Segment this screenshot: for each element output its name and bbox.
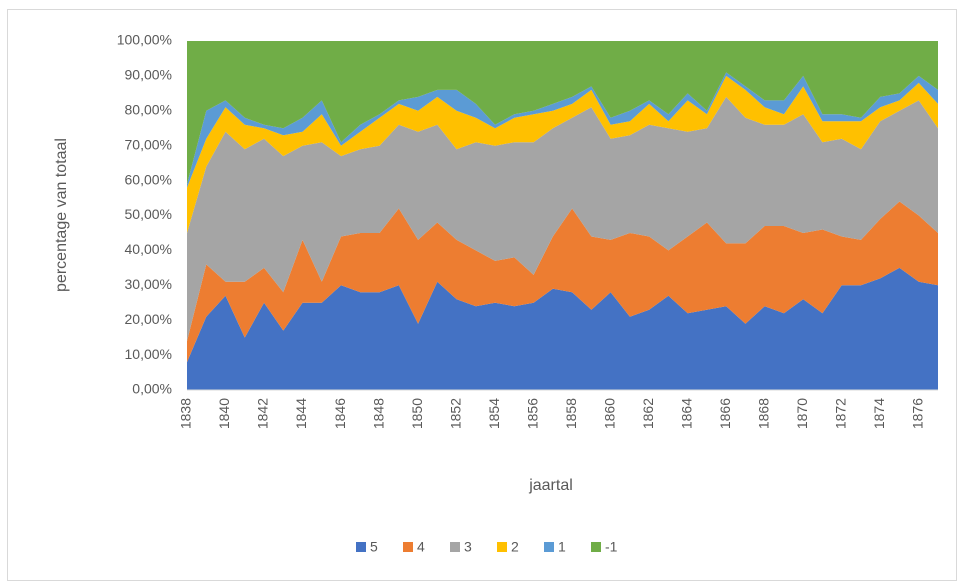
y-tick-label: 0,00% [132, 381, 172, 397]
area [187, 267, 938, 390]
legend-swatch [591, 542, 601, 552]
x-tick-label: 1864 [678, 398, 694, 429]
y-tick-label: 50,00% [125, 206, 172, 222]
x-tick-label: 1874 [871, 398, 887, 429]
legend-swatch [544, 542, 554, 552]
x-tick-label: 1876 [909, 398, 925, 429]
y-tick-label: 90,00% [125, 67, 172, 83]
legend-swatch [403, 542, 413, 552]
x-tick-label: 1854 [486, 398, 502, 429]
y-tick-label: 40,00% [125, 241, 172, 257]
area [187, 41, 938, 185]
x-tick-label: 1842 [255, 398, 271, 429]
x-tick-label: 1862 [640, 398, 656, 429]
x-tick-label: 1840 [216, 398, 232, 429]
x-tick-label: 1858 [563, 398, 579, 429]
legend-label: 4 [417, 539, 425, 555]
legend-label: 5 [370, 539, 378, 555]
x-tick-label: 1856 [524, 398, 540, 429]
y-tick-label: 80,00% [125, 102, 172, 118]
x-tick-label: 1850 [409, 398, 425, 429]
y-tick-label: 10,00% [125, 346, 172, 362]
x-axis-title: jaartal [528, 477, 573, 494]
y-tick-label: 20,00% [125, 311, 172, 327]
y-tick-label: 70,00% [125, 136, 172, 152]
x-tick-label: 1838 [178, 398, 194, 429]
x-tick-label: 1868 [755, 398, 771, 429]
legend-swatch [497, 542, 507, 552]
x-tick-label: 1870 [794, 398, 810, 429]
area [187, 96, 938, 342]
legend-label: 2 [511, 539, 519, 555]
y-tick-label: 60,00% [125, 171, 172, 187]
y-tick-label: 30,00% [125, 276, 172, 292]
legend-swatch [450, 542, 460, 552]
area [187, 201, 938, 363]
legend-label: -1 [605, 539, 618, 555]
area [187, 75, 938, 233]
legend-label: 3 [464, 539, 472, 555]
x-tick-label: 1860 [601, 398, 617, 429]
x-tick-label: 1848 [370, 398, 386, 429]
x-tick-label: 1846 [332, 398, 348, 429]
y-tick-label: 100,00% [117, 32, 172, 48]
x-tick-label: 1866 [717, 398, 733, 429]
x-tick-label: 1844 [293, 398, 309, 429]
x-tick-label: 1872 [832, 398, 848, 429]
legend-swatch [356, 542, 366, 552]
x-tick-label: 1852 [447, 398, 463, 429]
legend-label: 1 [558, 539, 566, 555]
y-axis-title: percentage van totaal [53, 138, 70, 292]
